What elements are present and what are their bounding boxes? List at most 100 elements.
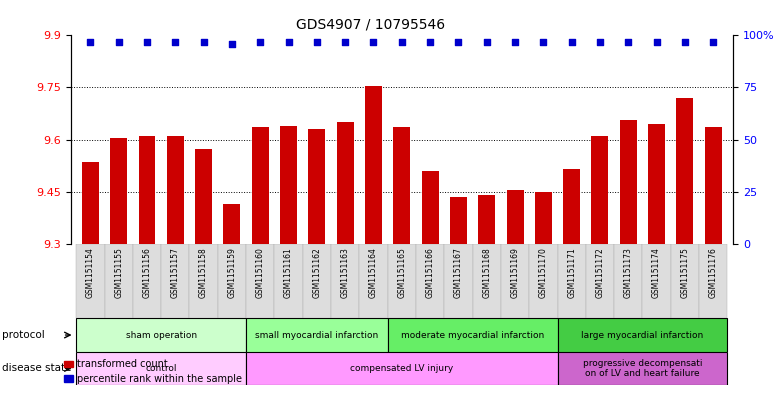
FancyBboxPatch shape: [359, 244, 387, 318]
Point: [509, 39, 521, 45]
Bar: [252, 127, 269, 244]
FancyBboxPatch shape: [529, 244, 557, 318]
Bar: [394, 127, 410, 244]
Bar: [365, 86, 382, 244]
Bar: [535, 192, 552, 244]
Bar: [450, 197, 467, 244]
Text: GSM1151166: GSM1151166: [426, 248, 434, 298]
FancyBboxPatch shape: [76, 244, 104, 318]
Text: moderate myocardial infarction: moderate myocardial infarction: [401, 331, 544, 340]
Bar: [705, 127, 722, 244]
Bar: [506, 190, 524, 244]
Bar: [223, 204, 241, 244]
Point: [593, 39, 606, 45]
FancyBboxPatch shape: [614, 244, 642, 318]
Text: GSM1151168: GSM1151168: [482, 248, 492, 298]
FancyBboxPatch shape: [303, 244, 331, 318]
Point: [396, 39, 408, 45]
Text: progressive decompensati
on of LV and heart failure: progressive decompensati on of LV and he…: [583, 359, 702, 378]
Bar: [82, 162, 99, 244]
Text: GSM1151165: GSM1151165: [397, 248, 406, 298]
Bar: [677, 98, 693, 244]
Point: [707, 39, 720, 45]
FancyBboxPatch shape: [132, 244, 162, 318]
Bar: [648, 124, 665, 244]
FancyBboxPatch shape: [331, 244, 359, 318]
Bar: [563, 169, 580, 244]
FancyBboxPatch shape: [557, 318, 728, 352]
Text: small myocardial infarction: small myocardial infarction: [256, 331, 379, 340]
FancyBboxPatch shape: [387, 318, 557, 352]
FancyBboxPatch shape: [557, 244, 586, 318]
FancyBboxPatch shape: [76, 352, 246, 385]
Text: GSM1151158: GSM1151158: [199, 248, 208, 298]
Text: GSM1151171: GSM1151171: [567, 248, 576, 298]
FancyBboxPatch shape: [416, 244, 445, 318]
Point: [424, 39, 437, 45]
Text: GSM1151176: GSM1151176: [709, 248, 717, 298]
Point: [565, 39, 578, 45]
Text: GSM1151169: GSM1151169: [510, 248, 520, 298]
Text: compensated LV injury: compensated LV injury: [350, 364, 453, 373]
FancyBboxPatch shape: [586, 244, 614, 318]
Bar: [620, 120, 637, 244]
Bar: [591, 136, 608, 244]
FancyBboxPatch shape: [557, 352, 728, 385]
FancyBboxPatch shape: [445, 244, 473, 318]
Text: GSM1151174: GSM1151174: [652, 248, 661, 298]
FancyBboxPatch shape: [76, 318, 246, 352]
Text: control: control: [145, 364, 177, 373]
Point: [140, 39, 153, 45]
FancyBboxPatch shape: [246, 318, 387, 352]
Text: GSM1151173: GSM1151173: [624, 248, 633, 298]
Text: GSM1151160: GSM1151160: [256, 248, 265, 298]
Text: GSM1151162: GSM1151162: [312, 248, 321, 298]
Point: [198, 39, 210, 45]
Text: sham operation: sham operation: [125, 331, 197, 340]
Text: GSM1151164: GSM1151164: [369, 248, 378, 298]
FancyBboxPatch shape: [274, 244, 303, 318]
FancyBboxPatch shape: [642, 244, 671, 318]
Text: GSM1151170: GSM1151170: [539, 248, 548, 298]
Text: GSM1151161: GSM1151161: [284, 248, 293, 298]
FancyBboxPatch shape: [387, 244, 416, 318]
Point: [310, 39, 323, 45]
Bar: [308, 129, 325, 244]
Bar: [422, 171, 438, 244]
Text: GSM1151163: GSM1151163: [341, 248, 350, 298]
Text: GSM1151175: GSM1151175: [681, 248, 689, 298]
FancyBboxPatch shape: [501, 244, 529, 318]
Point: [226, 40, 238, 47]
Point: [254, 39, 267, 45]
Point: [282, 39, 295, 45]
FancyBboxPatch shape: [699, 244, 728, 318]
Point: [537, 39, 550, 45]
Point: [650, 39, 662, 45]
FancyBboxPatch shape: [162, 244, 190, 318]
Point: [169, 39, 182, 45]
Legend: transformed count, percentile rank within the sample: transformed count, percentile rank withi…: [60, 356, 246, 388]
FancyBboxPatch shape: [671, 244, 699, 318]
FancyBboxPatch shape: [246, 352, 557, 385]
Bar: [195, 149, 212, 244]
Text: large myocardial infarction: large myocardial infarction: [581, 331, 703, 340]
Text: GSM1151172: GSM1151172: [596, 248, 604, 298]
Point: [339, 39, 351, 45]
Text: GSM1151156: GSM1151156: [143, 248, 151, 298]
FancyBboxPatch shape: [104, 244, 132, 318]
Bar: [478, 195, 495, 244]
Bar: [336, 122, 354, 244]
FancyBboxPatch shape: [246, 244, 274, 318]
Point: [622, 39, 634, 45]
Text: GDS4907 / 10795546: GDS4907 / 10795546: [296, 17, 445, 31]
Text: GSM1151154: GSM1151154: [86, 248, 95, 298]
Text: disease state: disease state: [2, 364, 72, 373]
FancyBboxPatch shape: [473, 244, 501, 318]
Bar: [139, 136, 155, 244]
Bar: [280, 126, 297, 244]
Point: [452, 39, 465, 45]
Text: GSM1151159: GSM1151159: [227, 248, 237, 298]
Text: GSM1151167: GSM1151167: [454, 248, 463, 298]
Point: [679, 39, 691, 45]
Text: GSM1151157: GSM1151157: [171, 248, 180, 298]
